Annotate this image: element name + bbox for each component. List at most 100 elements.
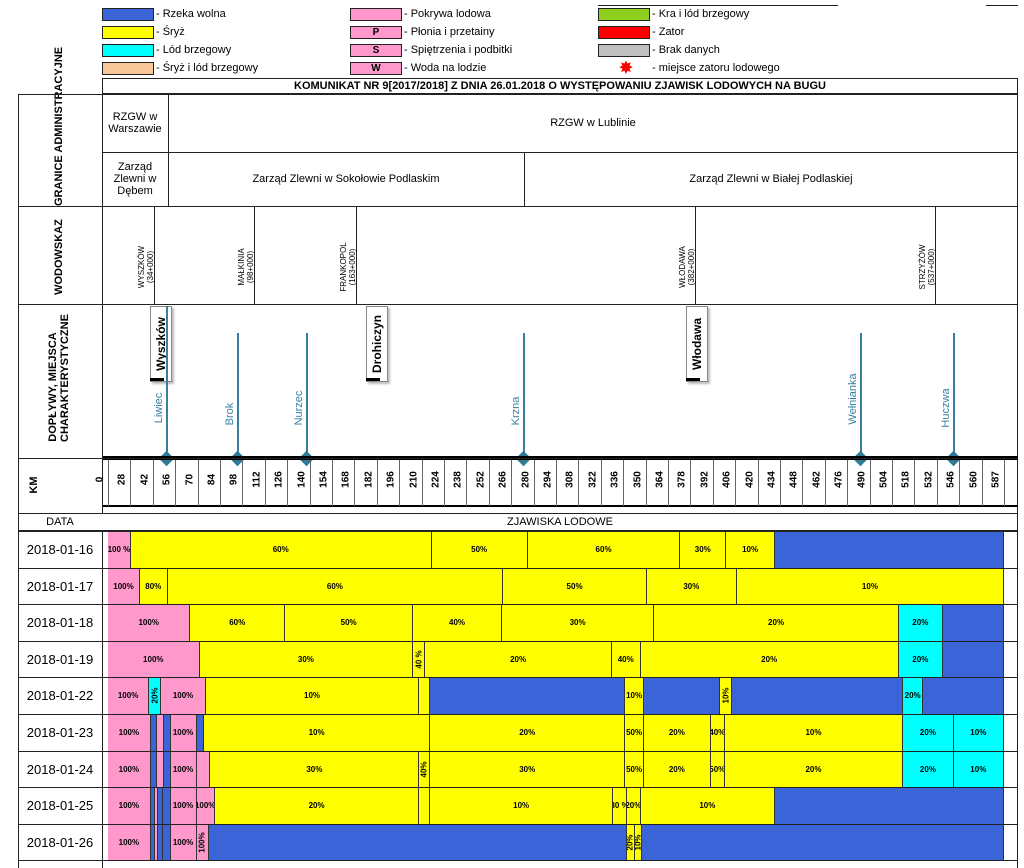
km-tick-label: 532 bbox=[923, 471, 935, 488]
ice-segment bbox=[162, 787, 171, 824]
row-label-data: DATA bbox=[46, 516, 74, 528]
km-tick bbox=[981, 460, 983, 506]
ice-segment: 50% bbox=[503, 568, 647, 605]
segment-label: 40% bbox=[419, 761, 429, 778]
ice-segment: 20% bbox=[626, 824, 635, 861]
legend-label: - Lód brzegowy bbox=[156, 44, 232, 56]
km-tick bbox=[757, 460, 759, 506]
km-tick-label: 196 bbox=[385, 471, 397, 488]
legend-swatch: P bbox=[350, 26, 402, 39]
km-tick bbox=[220, 460, 221, 506]
day-date: 2018-01-26 bbox=[26, 835, 94, 850]
grid-h bbox=[18, 751, 1018, 752]
segment-label: 10% bbox=[308, 728, 325, 737]
ice-segment bbox=[164, 751, 171, 788]
ice-segment: 20% bbox=[626, 787, 641, 824]
legend-swatch: S bbox=[350, 44, 402, 57]
segment-label: 20% bbox=[308, 801, 325, 810]
ice-segment: 30% bbox=[430, 751, 626, 788]
segment-label: 20% bbox=[912, 618, 929, 627]
segment-label: 20% bbox=[919, 765, 936, 774]
segment-label: 30% bbox=[569, 618, 586, 627]
segment-label: 80% bbox=[145, 582, 162, 591]
segment-label: 40% bbox=[449, 618, 466, 627]
zjawiska-header: ZJAWISKA LODOWE bbox=[507, 516, 613, 528]
legend-swatch bbox=[102, 8, 154, 21]
km-tick-label: 0 bbox=[94, 476, 106, 483]
gauge-name: FRANKOPOL bbox=[339, 242, 348, 292]
place-name: Drohiczyn bbox=[370, 314, 384, 374]
segment-label: 100% bbox=[197, 832, 207, 853]
legend-swatch bbox=[350, 8, 402, 21]
grid-h bbox=[18, 304, 1018, 305]
gauge-marker bbox=[356, 206, 357, 304]
ice-segment: 20% bbox=[643, 714, 711, 751]
ice-segment bbox=[150, 824, 156, 861]
ice-segment: 20% bbox=[654, 604, 899, 641]
km-tick bbox=[130, 460, 132, 506]
ice-segment: 100% bbox=[196, 787, 215, 824]
segment-label: 10% bbox=[699, 801, 716, 810]
segment-label: 10% bbox=[861, 582, 878, 591]
segment-label: 100% bbox=[143, 655, 164, 664]
ice-segment: 10% bbox=[430, 787, 614, 824]
gauge-km: (98+000) bbox=[246, 250, 255, 284]
ice-segment bbox=[164, 714, 171, 751]
ice-segment bbox=[155, 824, 159, 861]
segment-label: 40% bbox=[711, 728, 725, 737]
km-tick bbox=[1004, 460, 1005, 506]
ice-segment: 30% bbox=[210, 751, 420, 788]
segment-label: 10% bbox=[970, 728, 987, 737]
legend-swatch bbox=[102, 62, 154, 75]
grid-h bbox=[18, 513, 1018, 514]
km-tick-label: 98 bbox=[228, 473, 240, 486]
grid-h bbox=[18, 206, 1018, 207]
segment-label: 60% bbox=[229, 618, 246, 627]
segment-label: 20% bbox=[761, 655, 778, 664]
grid-h bbox=[18, 531, 1018, 532]
km-tick-label: 280 bbox=[520, 471, 532, 488]
km-tick bbox=[556, 460, 557, 506]
tributary-label: Krzna bbox=[510, 396, 522, 426]
ice-segment: 20% bbox=[903, 677, 924, 714]
km-tick bbox=[824, 460, 826, 506]
day-date: 2018-01-23 bbox=[26, 725, 94, 740]
ice-segment: 30% bbox=[501, 604, 655, 641]
km-tick bbox=[242, 460, 244, 506]
tributary-label: Nurzec bbox=[293, 390, 305, 426]
segment-label: 50% bbox=[711, 765, 725, 774]
km-tick-label: 70 bbox=[184, 473, 196, 486]
ice-segment: 10% bbox=[204, 714, 431, 751]
km-tick bbox=[959, 460, 961, 506]
legend-label: - Woda na lodzie bbox=[404, 62, 487, 74]
gauge-name: STRZYŻÓW bbox=[918, 244, 927, 290]
segment-label: 60% bbox=[595, 545, 612, 554]
km-tick-label: 140 bbox=[296, 471, 308, 488]
km-tick bbox=[936, 460, 938, 506]
row-label-granice: GRANICE ADMINISTRACYJNE bbox=[53, 46, 65, 206]
grid-h bbox=[18, 824, 1018, 825]
legend-label: - Kra i lód brzegowy bbox=[652, 8, 750, 20]
ice-segment bbox=[923, 677, 1004, 714]
km-tick bbox=[287, 460, 289, 506]
km-tick bbox=[623, 460, 625, 506]
km-tick-label: 112 bbox=[251, 471, 263, 488]
grid-h bbox=[18, 860, 1018, 861]
ice-segment: 100% bbox=[170, 787, 197, 824]
ice-segment: 30% bbox=[646, 568, 737, 605]
segment-label: 10% bbox=[805, 728, 822, 737]
place-name: Włodawa bbox=[690, 317, 704, 371]
km-tick bbox=[421, 460, 423, 506]
ice-segment bbox=[430, 677, 626, 714]
ice-segment: 80% bbox=[140, 568, 168, 605]
legend-top-rule bbox=[986, 5, 1018, 6]
ice-segment bbox=[208, 824, 627, 861]
row-label-wodowskaz: WODOWSKAZ bbox=[53, 219, 65, 295]
km-tick-label: 378 bbox=[676, 471, 688, 488]
ice-segment: 60% bbox=[167, 568, 504, 605]
place-label: Włodawa bbox=[686, 306, 708, 382]
ice-segment: 60% bbox=[130, 531, 432, 568]
km-tick-label: 154 bbox=[318, 471, 330, 488]
ice-segment bbox=[642, 824, 1004, 861]
km-tick-label: 546 bbox=[945, 471, 957, 488]
